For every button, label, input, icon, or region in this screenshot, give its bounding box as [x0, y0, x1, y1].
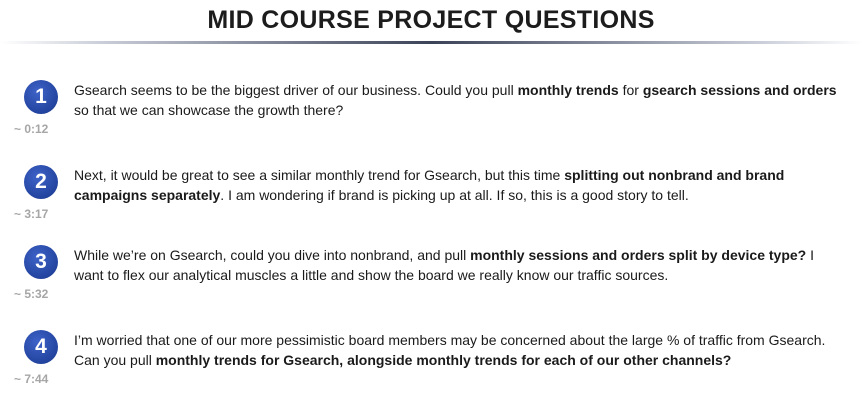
question-text-highlight: monthly trends for Gsearch, alongside mo…	[155, 352, 732, 368]
question-text-segment: I want to flex our analytical muscles a …	[74, 247, 815, 283]
question-text-segment: I’m worried that one of our more pessimi…	[74, 332, 826, 368]
question-text: Next, it would be great to see a similar…	[74, 165, 844, 205]
question-timestamp: ~ 5:32	[14, 287, 49, 301]
question-text-segment: . I am wondering if brand is picking up …	[220, 187, 689, 203]
question-text-highlight: splitting out nonbrand and brand campaig…	[74, 167, 785, 203]
question-number-badge: 2	[24, 165, 58, 199]
question-number-badge: 4	[24, 330, 58, 364]
question-2: 2 ~ 3:17 Next, it would be great to see …	[0, 165, 862, 235]
question-4: 4 ~ 7:44 I’m worried that one of our mor…	[0, 330, 862, 400]
question-timestamp: ~ 3:17	[14, 207, 49, 221]
question-text-highlight: monthly sessions and orders split by dev…	[470, 247, 807, 263]
question-text-highlight: gsearch sessions and orders	[642, 82, 837, 98]
question-timestamp: ~ 0:12	[14, 122, 49, 136]
question-text-segment: Next, it would be great to see a similar…	[74, 167, 565, 183]
question-text-segment: Gsearch seems to be the biggest driver o…	[74, 82, 518, 98]
question-text-highlight: monthly trends	[517, 82, 619, 98]
question-timestamp: ~ 7:44	[14, 372, 49, 386]
question-number-badge: 1	[24, 80, 58, 114]
question-text-segment: While we’re on Gsearch, could you dive i…	[74, 247, 471, 263]
question-text: Gsearch seems to be the biggest driver o…	[74, 80, 844, 120]
title-divider	[0, 41, 862, 44]
page-title: MID COURSE PROJECT QUESTIONS	[207, 6, 655, 34]
question-text: While we’re on Gsearch, could you dive i…	[74, 245, 844, 285]
question-text: I’m worried that one of our more pessimi…	[74, 330, 844, 370]
question-3: 3 ~ 5:32 While we’re on Gsearch, could y…	[0, 245, 862, 315]
question-1: 1 ~ 0:12 Gsearch seems to be the biggest…	[0, 80, 862, 150]
question-number-badge: 3	[24, 245, 58, 279]
question-text-segment: so that we can showcase the growth there…	[74, 102, 344, 118]
question-text-segment: for	[618, 82, 643, 98]
